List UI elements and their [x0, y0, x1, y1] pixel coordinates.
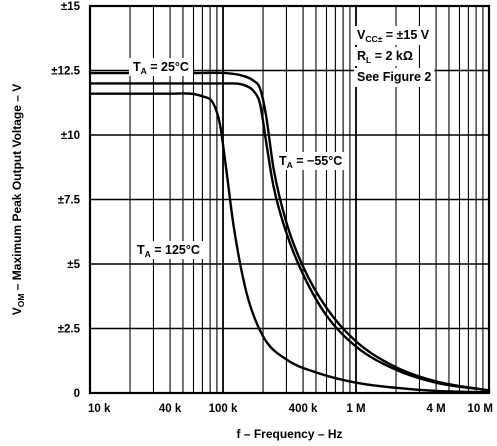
series-label-ta-minus55c: TA = −55°C — [279, 154, 342, 170]
series-label-background — [133, 241, 204, 259]
axis-labels: f – Frequency – Hz VOM – Maximum Peak Out… — [10, 84, 343, 441]
condition-label: RL = 2 kΩ — [357, 49, 413, 65]
condition-label-suffix: = 2 kΩ — [371, 49, 413, 63]
series-label-ta-minus55c-prefix: T — [279, 154, 287, 168]
series-line-ta-125c — [88, 92, 491, 394]
series-lines — [88, 71, 491, 394]
series-label-ta-25c: TA = 25°C — [133, 60, 189, 76]
x-tick-label: 4 M — [426, 403, 445, 415]
y-axis-label-suffix: – Maximum Peak Output Voltage – V — [10, 84, 24, 294]
series-line-ta-25c — [88, 82, 491, 392]
condition-label-suffix: = ±15 V — [382, 28, 429, 42]
series-line-ta-minus55c — [88, 71, 491, 392]
series-label-ta-125c-subscript: A — [145, 249, 151, 259]
condition-label-subscript: L — [366, 55, 371, 65]
y-axis-label-subscript: OM — [16, 294, 26, 308]
series-label-ta-minus55c-suffix: = −55°C — [293, 154, 342, 168]
y-tick-label: ±15 — [61, 1, 81, 13]
condition-background — [354, 68, 435, 87]
x-tick-label: 10 M — [467, 403, 493, 415]
tick-labels: 0 ±2.5 ±5 ±7.5 ±10 ±12.5 ±15 10 k 40 k 100 k 400 k… — [51, 1, 493, 415]
x-tick-label: 400 k — [289, 403, 318, 415]
x-tick-label: 40 k — [159, 403, 182, 415]
condition-background — [354, 47, 416, 66]
condition-label-prefix: V — [357, 28, 366, 42]
condition-label-subscript: CC± — [365, 34, 382, 44]
series-label-ta-25c-prefix: T — [133, 60, 141, 74]
grid — [90, 6, 489, 393]
x-tick-label: 10 k — [88, 403, 111, 415]
series-label-ta-125c-prefix: T — [137, 243, 145, 257]
series-label-background — [129, 58, 193, 76]
y-axis-label: VOM – Maximum Peak Output Voltage – V — [10, 84, 26, 316]
plot-frame — [88, 4, 491, 395]
series-label-ta-125c-suffix: = 125°C — [151, 243, 200, 257]
y-tick-label: ±10 — [61, 130, 80, 142]
condition-label: VCC± = ±15 V — [357, 28, 430, 44]
y-tick-label: ±2.5 — [58, 324, 81, 336]
series-label-ta-25c-subscript: A — [141, 66, 147, 76]
y-tick-label: ±5 — [67, 259, 80, 271]
y-tick-label: ±7.5 — [58, 195, 81, 207]
series-label-background — [275, 152, 347, 170]
y-tick-label: ±12.5 — [51, 66, 80, 78]
x-axis-label: f – Frequency – Hz — [236, 427, 342, 441]
series-label-ta-minus55c-subscript: A — [287, 160, 293, 170]
x-tick-label: 1 M — [346, 403, 365, 415]
condition-background — [354, 26, 433, 45]
x-tick-label: 100 k — [209, 403, 238, 415]
y-tick-label: 0 — [74, 388, 80, 400]
series-label-ta-125c: TA = 125°C — [137, 243, 200, 259]
condition-label: See Figure 2 — [357, 70, 431, 84]
condition-label-suffix: See Figure 2 — [357, 70, 431, 84]
series-label-ta-25c-suffix: = 25°C — [147, 60, 189, 74]
y-axis-label-prefix: V — [10, 307, 24, 315]
condition-label-prefix: R — [357, 49, 366, 63]
